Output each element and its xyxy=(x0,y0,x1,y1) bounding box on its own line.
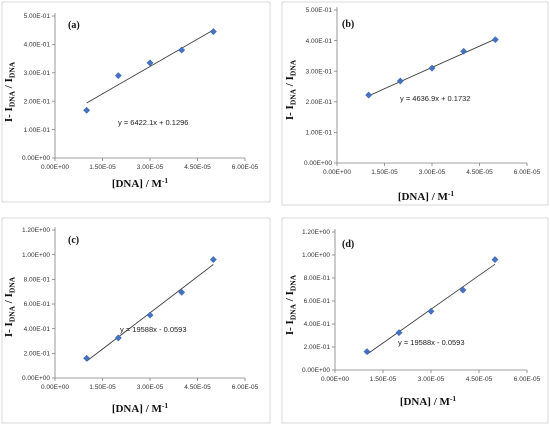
x-tick-label: 1.50E-05 xyxy=(89,384,116,391)
y-tick-label: 1.20E+00 xyxy=(302,229,330,236)
data-point xyxy=(460,47,468,55)
y-tick-label: 1.00E+00 xyxy=(302,252,330,259)
data-point xyxy=(209,28,217,36)
y-tick-label: 3.00E-01 xyxy=(24,70,51,77)
x-tick-label: 6.00E-05 xyxy=(232,384,259,391)
y-axis-label: I- IDNA / IDNA xyxy=(284,59,298,120)
y-tick-label: 8.00E-01 xyxy=(304,275,331,282)
data-point xyxy=(114,334,122,342)
data-point xyxy=(491,36,499,44)
panel-frame xyxy=(1,217,271,424)
x-axis-label: [DNA] / M-1 xyxy=(398,189,455,203)
y-axis-label: I- IDNA / IDNA xyxy=(3,61,17,122)
y-tick-label: 6.00E-01 xyxy=(24,301,51,308)
x-tick-label: 3.00E-05 xyxy=(418,376,445,383)
x-tick-label: 1.50E-05 xyxy=(371,169,398,176)
y-tick-label: 5.00E-01 xyxy=(24,13,51,20)
y-tick-label: 2.00E-01 xyxy=(24,351,51,358)
data-point xyxy=(395,329,403,337)
x-axis-label: [DNA] / M-1 xyxy=(400,394,457,408)
trendline-equation: y = 4636.9x + 0.1732 xyxy=(400,94,470,103)
chart-panel-4: 0.00E+00 2.00E-01 4.00E-01 6.00E-01 8.00E-01… xyxy=(281,217,549,424)
data-point xyxy=(459,286,467,294)
y-tick-label: 0.00E+00 xyxy=(22,375,50,382)
x-axis-label: [DNA] / M-1 xyxy=(112,401,169,415)
x-tick-label: 4.50E-05 xyxy=(184,384,211,391)
y-tick-label: 2.00E-01 xyxy=(306,99,333,106)
data-point xyxy=(428,64,436,72)
panel-label: (b) xyxy=(342,19,354,30)
x-tick-label: 4.50E-05 xyxy=(184,164,211,171)
data-point xyxy=(146,59,154,67)
chart-panel-2: 0.00E+00 1.00E-01 2.00E-01 3.00E-01 4.00E-01… xyxy=(281,1,549,206)
x-tick-label: 1.50E-05 xyxy=(89,164,116,171)
x-tick-label: 6.00E-05 xyxy=(232,164,259,171)
data-point xyxy=(83,106,91,114)
panel-label: (d) xyxy=(342,239,354,250)
x-tick-label: 3.00E-05 xyxy=(419,169,446,176)
y-tick-label: 2.00E-01 xyxy=(304,344,331,351)
x-tick-label: 4.50E-05 xyxy=(466,169,493,176)
x-axis-label: [DNA] / M-1 xyxy=(112,176,169,190)
x-tick-label: 0.00E+00 xyxy=(41,384,69,391)
x-tick-label: 3.00E-05 xyxy=(137,164,164,171)
data-point xyxy=(114,72,122,80)
y-tick-label: 4.00E-01 xyxy=(24,42,51,49)
data-point xyxy=(491,256,499,264)
y-tick-label: 0.00E+00 xyxy=(304,160,332,167)
y-axis-label: I- IDNA / IDNA xyxy=(284,274,298,335)
y-tick-label: 1.00E-01 xyxy=(24,127,51,134)
trendline-equation: y = 6422.1x + 0.1296 xyxy=(118,118,188,127)
x-tick-label: 0.00E+00 xyxy=(41,164,69,171)
data-point xyxy=(427,307,435,315)
trendline xyxy=(86,29,214,104)
y-tick-label: 2.00E-01 xyxy=(24,98,51,105)
trendline-equation: y = 19588x - 0.0593 xyxy=(120,325,187,334)
y-axis-label: I- IDNA / IDNA xyxy=(3,276,17,337)
y-tick-label: 1.00E+00 xyxy=(22,252,50,259)
data-point xyxy=(146,311,154,319)
y-tick-label: 3.00E-01 xyxy=(306,68,333,75)
chart-panel-1: 0.00E+00 1.00E-01 2.00E-01 3.00E-01 4.00E-01… xyxy=(1,1,271,203)
y-tick-label: 1.00E-01 xyxy=(306,130,333,137)
y-tick-label: 6.00E-01 xyxy=(304,298,331,305)
y-tick-label: 4.00E-01 xyxy=(306,38,333,45)
data-point xyxy=(396,77,404,85)
data-point xyxy=(209,256,217,264)
x-tick-label: 3.00E-05 xyxy=(137,384,164,391)
x-tick-label: 0.00E+00 xyxy=(323,169,351,176)
x-tick-label: 6.00E-05 xyxy=(514,169,541,176)
panel-frame xyxy=(1,1,271,203)
panel-label: (c) xyxy=(68,235,79,246)
y-tick-label: 1.20E+00 xyxy=(22,227,50,234)
x-tick-label: 1.50E-05 xyxy=(370,376,397,383)
y-tick-label: 4.00E-01 xyxy=(24,326,51,333)
chart-panel-3: 0.00E+00 2.00E-01 4.00E-01 6.00E-01 8.00E-01… xyxy=(1,217,271,424)
data-point xyxy=(365,91,373,99)
data-point xyxy=(178,46,186,54)
data-point xyxy=(83,354,91,362)
y-tick-label: 8.00E-01 xyxy=(24,277,51,284)
data-point xyxy=(363,348,371,356)
y-tick-label: 5.00E-01 xyxy=(306,7,333,14)
y-tick-label: 0.00E+00 xyxy=(22,155,50,162)
panel-frame xyxy=(281,217,549,424)
x-tick-label: 4.50E-05 xyxy=(466,376,493,383)
panel-frame xyxy=(281,1,549,206)
panel-label: (a) xyxy=(68,20,80,31)
y-tick-label: 4.00E-01 xyxy=(304,321,331,328)
x-tick-label: 0.00E+00 xyxy=(321,376,349,383)
data-point xyxy=(178,288,186,296)
x-tick-label: 6.00E-05 xyxy=(514,376,541,383)
y-tick-label: 0.00E+00 xyxy=(302,367,330,374)
trendline-equation: y = 19588x - 0.0593 xyxy=(398,338,465,347)
